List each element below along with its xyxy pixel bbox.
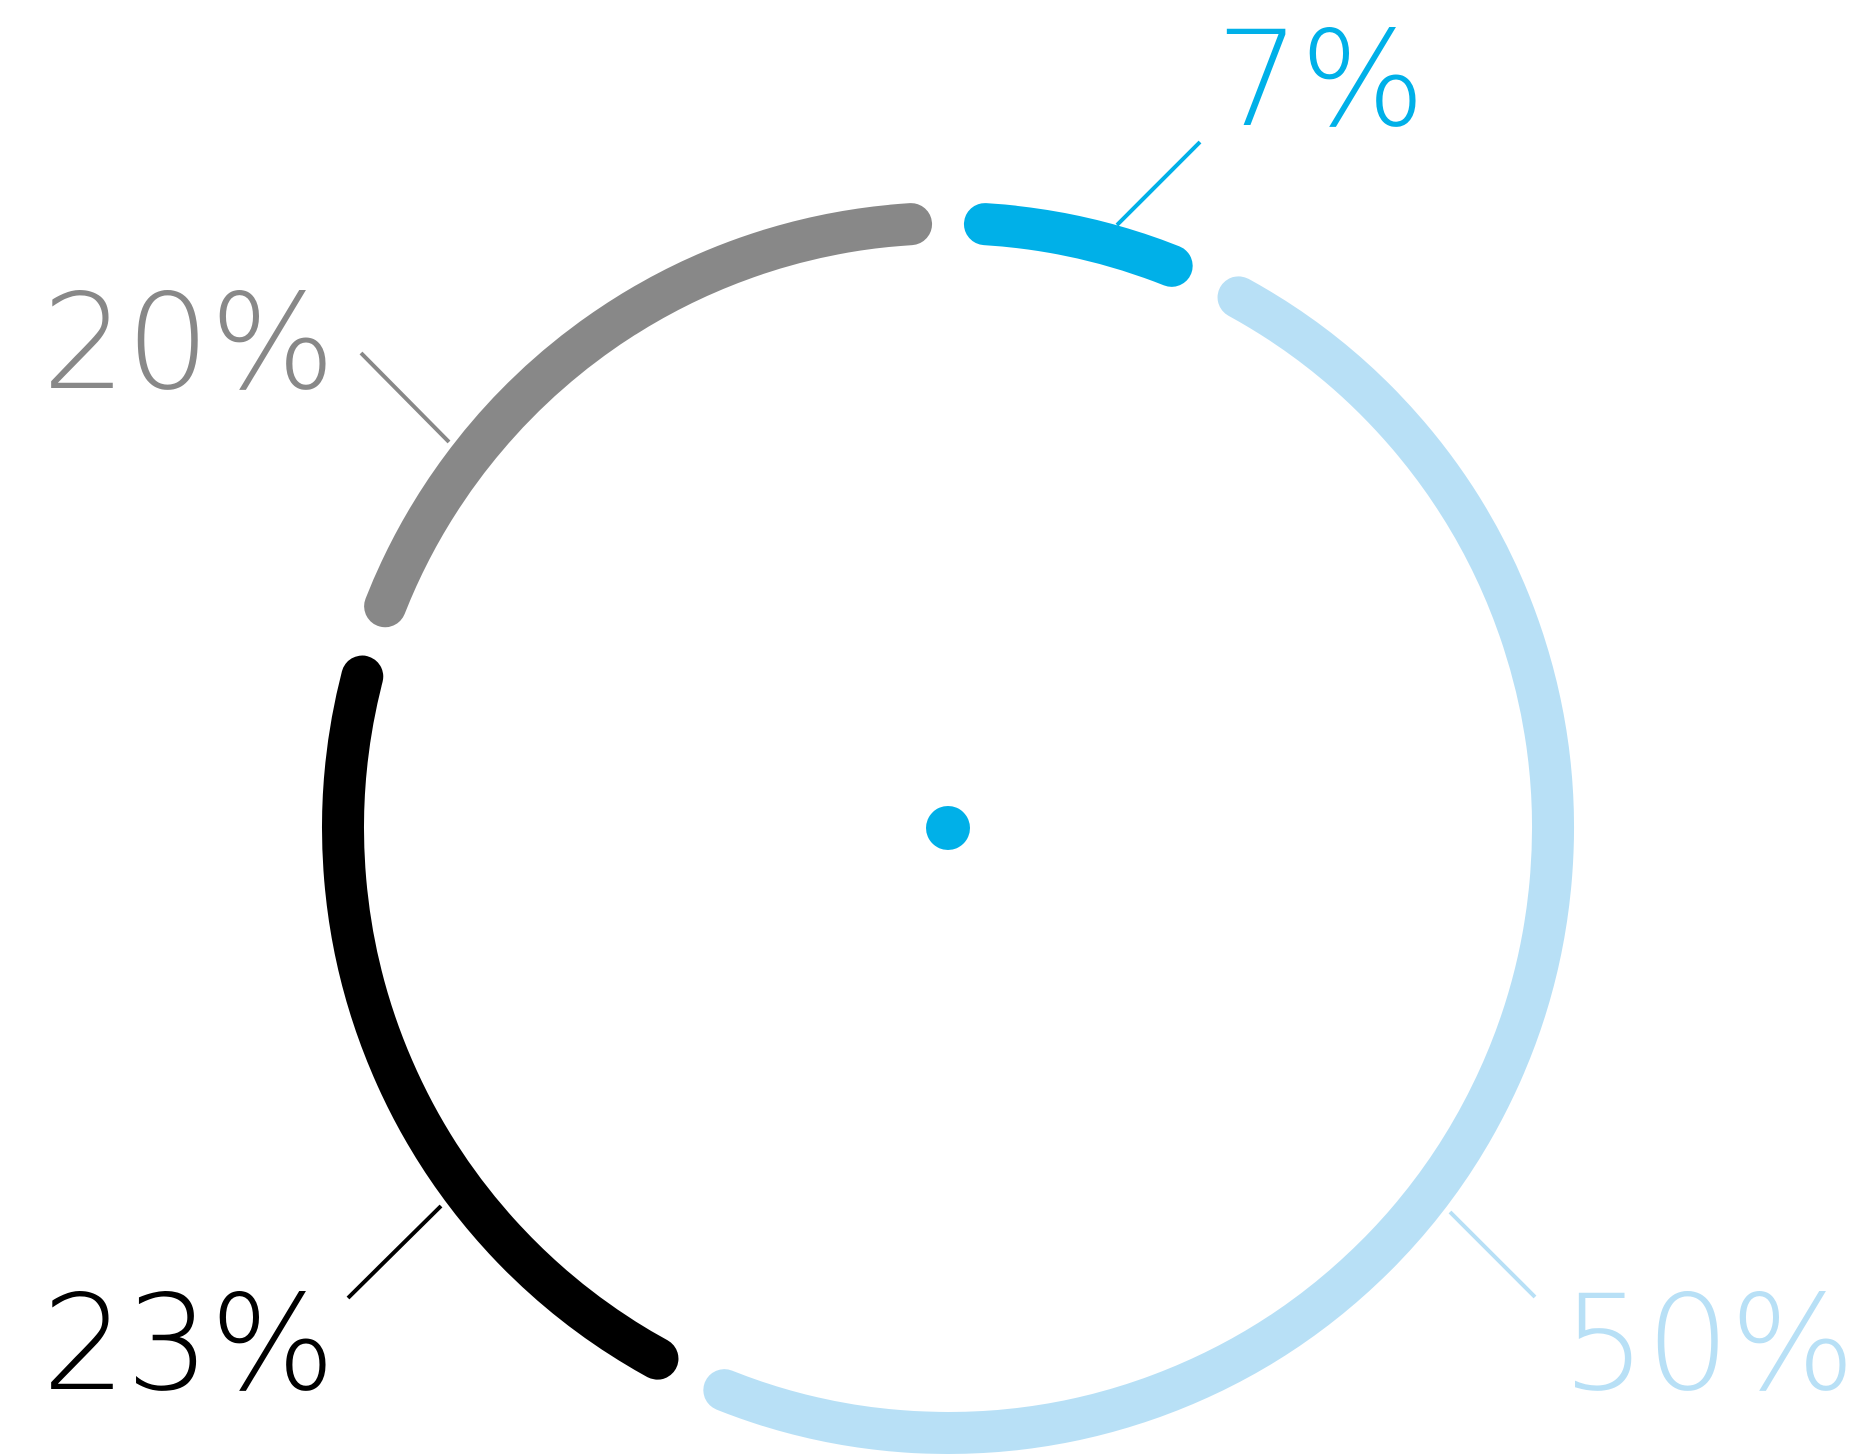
slice-label-20: 20% bbox=[42, 266, 335, 420]
leader-line-50 bbox=[1448, 1210, 1537, 1299]
ring-segment-50 bbox=[703, 276, 1575, 1454]
ring-segments bbox=[322, 203, 1575, 1454]
leader-line-20 bbox=[359, 351, 451, 444]
slice-label-7: 7% bbox=[1216, 3, 1425, 157]
center-dot bbox=[926, 806, 970, 850]
leader-lines bbox=[346, 140, 1537, 1300]
slice-labels: 7% 50% 23% 20% bbox=[42, 3, 1854, 1421]
leader-line-7 bbox=[1115, 140, 1202, 227]
slice-label-50: 50% bbox=[1562, 1267, 1854, 1421]
ring-segment-20 bbox=[364, 203, 933, 628]
ring-segment-7 bbox=[963, 203, 1193, 287]
slice-label-23: 23% bbox=[42, 1267, 335, 1421]
ring-segment-23 bbox=[322, 655, 679, 1380]
leader-line-23 bbox=[346, 1204, 443, 1300]
